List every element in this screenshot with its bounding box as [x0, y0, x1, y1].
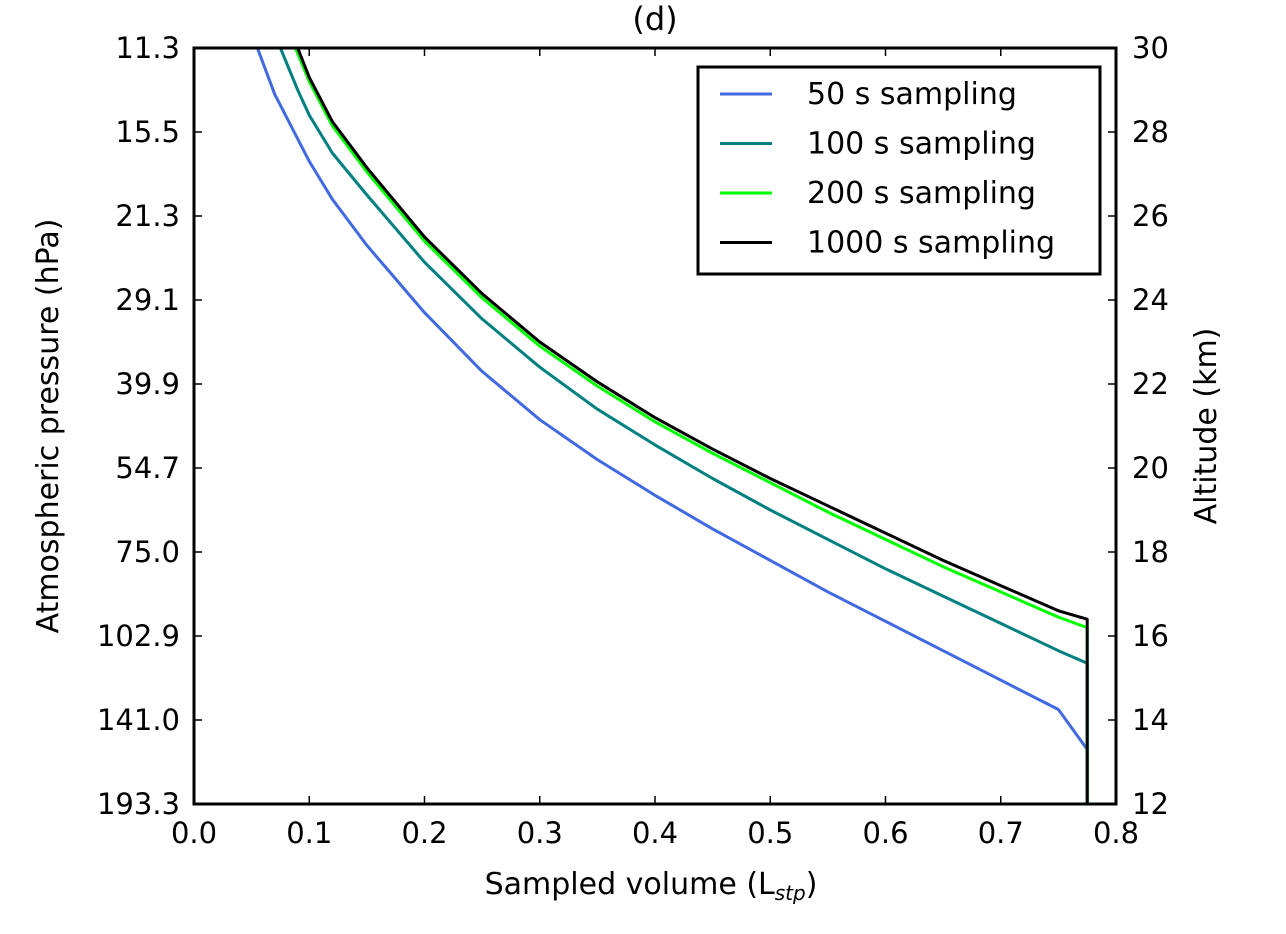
x-tick-label: 0.0 — [171, 816, 217, 850]
left-tick-label: 21.3 — [115, 199, 180, 233]
right-tick-label: 16 — [1132, 619, 1169, 653]
series-line-3 — [296, 47, 1089, 804]
x-tick-label: 0.7 — [978, 816, 1024, 850]
series-line-1 — [279, 47, 1089, 804]
x-tick-label: 0.1 — [286, 816, 332, 850]
right-tick-label: 22 — [1132, 367, 1169, 401]
x-tick-label: 0.4 — [632, 816, 678, 850]
x-tick-label: 0.2 — [401, 816, 447, 850]
x-axis-label-subscript: stp — [775, 881, 806, 905]
right-axis-label: Altitude (km) — [1189, 328, 1224, 525]
legend: 50 s sampling 100 s sampling 200 s samplin… — [696, 65, 1102, 276]
right-tick-label: 14 — [1132, 703, 1169, 737]
x-tick-label: 0.5 — [747, 816, 793, 850]
series-line-0 — [255, 47, 1089, 804]
x-tick-label: 0.3 — [517, 816, 563, 850]
left-axis-label: Atmospheric pressure (hPa) — [31, 219, 66, 634]
right-tick-label: 12 — [1132, 787, 1169, 821]
chart-title: (d) — [632, 0, 677, 38]
legend-label-1: 100 s sampling — [807, 127, 1036, 162]
right-axis-ticks: 12 14 16 18 20 22 24 26 28 30 — [1108, 31, 1169, 821]
left-tick-label: 29.1 — [115, 283, 180, 317]
right-tick-label: 26 — [1132, 199, 1169, 233]
x-tick-label: 0.8 — [1093, 816, 1139, 850]
right-tick-label: 28 — [1132, 115, 1169, 149]
left-tick-label: 39.9 — [115, 367, 180, 401]
legend-label-2: 200 s sampling — [807, 176, 1036, 211]
right-tick-label: 30 — [1132, 31, 1169, 65]
legend-box — [696, 65, 1102, 276]
left-tick-label: 11.3 — [115, 31, 180, 65]
x-axis-label: Sampled volume (Lstp) — [485, 867, 818, 905]
right-tick-label: 18 — [1132, 535, 1169, 569]
series-line-2 — [294, 47, 1089, 804]
left-tick-label: 15.5 — [115, 115, 180, 149]
left-tick-label: 193.3 — [97, 787, 180, 821]
right-tick-label: 24 — [1132, 283, 1169, 317]
x-tick-label: 0.6 — [862, 816, 908, 850]
left-tick-label: 141.0 — [97, 703, 180, 737]
legend-label-3: 1000 s sampling — [807, 226, 1055, 261]
left-tick-label: 102.9 — [97, 619, 180, 653]
right-tick-label: 20 — [1132, 451, 1169, 485]
left-tick-label: 54.7 — [115, 451, 180, 485]
legend-label-0: 50 s sampling — [807, 77, 1017, 112]
series-layer — [255, 47, 1089, 804]
left-tick-label: 75.0 — [115, 535, 180, 569]
left-axis-ticks: 193.3 141.0 102.9 75.0 54.7 39.9 29.1 21.3 15.5 1… — [97, 31, 202, 821]
x-axis-ticks: 0.0 0.1 0.2 0.3 0.4 0.5 0.6 0.7 0.8 — [171, 48, 1139, 850]
